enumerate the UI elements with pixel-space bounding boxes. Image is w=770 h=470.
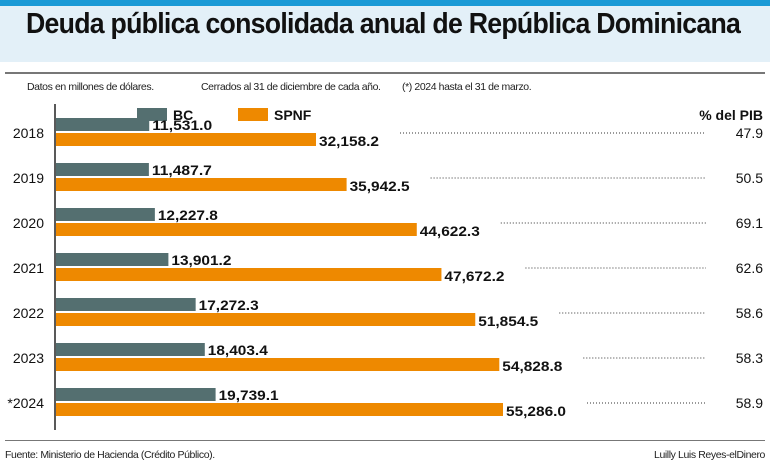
data-label-spnf: 55,286.0	[506, 403, 566, 419]
bar-spnf	[56, 358, 500, 371]
pct-pib-value: 58.3	[736, 350, 763, 366]
data-label-bc: 17,272.3	[199, 297, 259, 313]
data-label-bc: 11,487.7	[152, 162, 212, 178]
legend-label-spnf: SPNF	[274, 107, 312, 123]
note-2024: (*) 2024 hasta el 31 de marzo.	[402, 81, 532, 93]
legend-swatch-spnf	[238, 108, 268, 121]
bar-bc	[56, 208, 155, 221]
bar-spnf	[56, 223, 417, 236]
pct-pib-value: 58.6	[736, 305, 763, 321]
pct-pib-value: 50.5	[736, 170, 763, 186]
bar-spnf	[56, 133, 317, 146]
category-label: 2023	[13, 350, 44, 366]
title-band	[0, 6, 770, 62]
footer-divider	[5, 440, 765, 441]
author-credit: Luilly Luis Reyes-elDinero	[654, 449, 765, 461]
bar-bc	[56, 298, 196, 311]
bar-spnf	[56, 403, 503, 416]
data-label-bc: 11,531.0	[152, 117, 212, 133]
data-label-spnf: 47,672.2	[444, 268, 504, 284]
top-accent-bar	[0, 0, 770, 6]
category-label: 2018	[13, 125, 44, 141]
source-note: Fuente: Ministerio de Hacienda (Crédito …	[5, 449, 215, 461]
bar-bc	[56, 163, 149, 176]
bar-bc	[56, 118, 150, 131]
bar-spnf	[56, 178, 347, 191]
bar-bc	[56, 388, 216, 401]
bar-spnf	[56, 268, 442, 281]
bar-spnf	[56, 313, 476, 326]
legend-swatch-bc	[137, 108, 167, 121]
data-label-bc: 19,739.1	[219, 387, 279, 403]
pct-pib-value: 58.9	[736, 395, 763, 411]
pct-pib-value: 47.9	[736, 125, 763, 141]
header-divider	[5, 72, 765, 74]
data-label-bc: 13,901.2	[171, 252, 231, 268]
data-label-spnf: 54,828.8	[502, 358, 562, 374]
pct-pib-value: 62.6	[736, 260, 763, 276]
data-label-spnf: 32,158.2	[319, 133, 379, 149]
note-closing: Cerrados al 31 de diciembre de cada año.	[201, 81, 381, 93]
data-label-spnf: 51,854.5	[478, 313, 538, 329]
bar-bc	[56, 253, 169, 266]
data-label-spnf: 35,942.5	[350, 178, 410, 194]
category-label: *2024	[7, 395, 44, 411]
category-label: 2019	[13, 170, 44, 186]
data-label-bc: 12,227.8	[158, 207, 218, 223]
data-label-spnf: 44,622.3	[420, 223, 480, 239]
bar-bc	[56, 343, 205, 356]
note-units: Datos en millones de dólares.	[27, 81, 154, 93]
category-label: 2021	[13, 260, 44, 276]
pib-header: % del PIB	[699, 107, 763, 123]
legend-label-bc: BC	[173, 107, 193, 123]
category-label: 2020	[13, 215, 44, 231]
chart-title: Deuda pública consolidada anual de Repúb…	[26, 8, 741, 40]
data-label-bc: 18,403.4	[208, 342, 268, 358]
category-label: 2022	[13, 305, 44, 321]
pct-pib-value: 69.1	[736, 215, 763, 231]
